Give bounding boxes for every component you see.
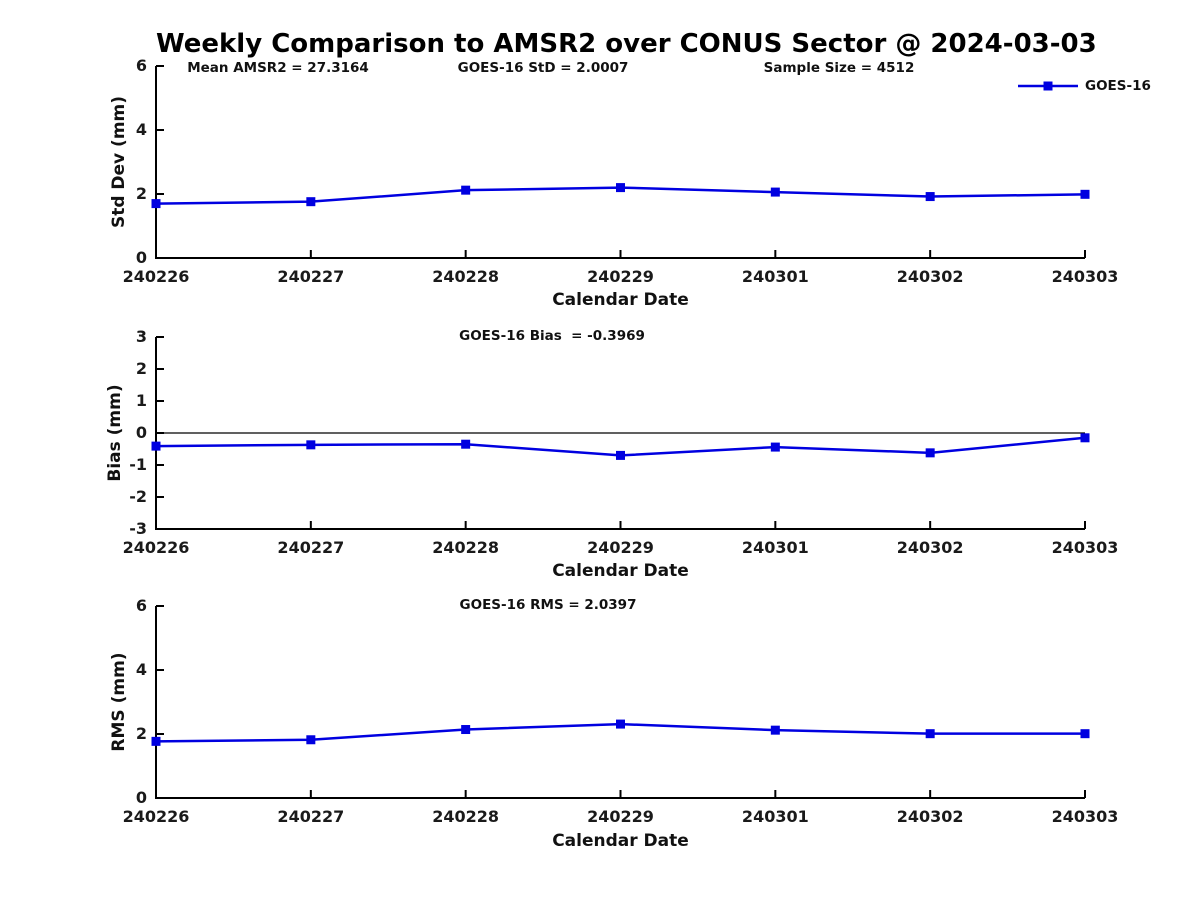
data-point-marker xyxy=(306,735,316,745)
annotation-goes16-rms: GOES-16 RMS = 2.0397 xyxy=(459,597,637,613)
annotation-goes16-std: GOES-16 StD = 2.0007 xyxy=(457,60,629,76)
x-tick-label: 240301 xyxy=(741,538,809,557)
data-point-marker xyxy=(151,441,161,451)
y-tick-label: 1 xyxy=(135,391,147,410)
x-tick-label: 240229 xyxy=(587,267,654,286)
legend-marker xyxy=(1043,81,1053,91)
data-point-marker xyxy=(151,736,161,746)
y-axis-label-rms: RMS (mm) xyxy=(109,652,129,752)
x-tick-label: 240227 xyxy=(277,807,345,826)
y-axis-label-stddev: Std Dev (mm) xyxy=(109,95,129,229)
x-tick-label: 240228 xyxy=(432,807,500,826)
data-point-marker xyxy=(306,440,316,450)
x-tick-label: 240227 xyxy=(277,267,345,286)
x-tick-label: 240228 xyxy=(432,538,500,557)
data-point-marker xyxy=(1080,433,1090,443)
y-tick-label: 6 xyxy=(135,596,147,615)
data-point-marker xyxy=(616,450,625,460)
x-tick-label: 240226 xyxy=(122,807,190,826)
data-point-marker xyxy=(616,183,625,193)
x-tick-label: 240303 xyxy=(1051,807,1119,826)
data-point-marker xyxy=(770,442,780,452)
y-tick-label: 0 xyxy=(135,248,147,267)
x-tick-label: 240302 xyxy=(896,538,964,557)
y-tick-label: 0 xyxy=(135,788,147,807)
data-point-marker xyxy=(925,729,935,739)
x-tick-label: 240301 xyxy=(741,807,809,826)
y-tick-label: 3 xyxy=(135,327,147,346)
x-axis-label-stddev: Calendar Date xyxy=(552,290,689,310)
y-tick-label: -2 xyxy=(129,487,147,506)
x-tick-label: 240302 xyxy=(896,807,964,826)
data-point-marker xyxy=(770,187,780,197)
data-point-marker xyxy=(461,725,471,735)
x-tick-label: 240229 xyxy=(587,538,654,557)
y-tick-label: -3 xyxy=(129,519,147,538)
x-tick-label: 240303 xyxy=(1051,267,1119,286)
data-point-marker xyxy=(1080,189,1090,199)
data-point-marker xyxy=(461,439,471,449)
data-point-marker xyxy=(925,192,935,202)
figure-title: Weekly Comparison to AMSR2 over CONUS Se… xyxy=(156,29,1097,59)
legend-label: GOES-16 xyxy=(1085,78,1151,94)
y-tick-label: 6 xyxy=(135,56,147,75)
y-tick-label: -1 xyxy=(129,455,147,474)
data-point-marker xyxy=(616,719,625,729)
x-tick-label: 240229 xyxy=(587,807,654,826)
y-tick-label: 2 xyxy=(135,359,147,378)
x-axis-label-bias: Calendar Date xyxy=(552,561,689,581)
x-tick-label: 240227 xyxy=(277,538,345,557)
y-tick-label: 0 xyxy=(135,423,147,442)
y-tick-label: 2 xyxy=(135,184,147,203)
y-tick-label: 4 xyxy=(135,660,147,679)
annotation-sample-size: Sample Size = 4512 xyxy=(763,60,915,76)
annotation-goes16-bias: GOES-16 Bias = -0.3969 xyxy=(459,328,645,344)
data-point-marker xyxy=(461,185,471,195)
x-tick-label: 240302 xyxy=(896,267,964,286)
data-point-marker xyxy=(306,197,316,207)
data-point-marker xyxy=(1080,729,1090,739)
annotation-mean-amsr2: Mean AMSR2 = 27.3164 xyxy=(187,60,369,76)
data-point-marker xyxy=(770,725,780,735)
y-tick-label: 4 xyxy=(135,120,147,139)
x-axis-label-rms: Calendar Date xyxy=(552,831,689,851)
y-tick-label: 2 xyxy=(135,724,147,743)
data-point-marker xyxy=(925,448,935,458)
x-tick-label: 240303 xyxy=(1051,538,1119,557)
x-tick-label: 240301 xyxy=(741,267,809,286)
data-point-marker xyxy=(151,199,161,209)
x-tick-label: 240226 xyxy=(122,267,190,286)
x-tick-label: 240228 xyxy=(432,267,500,286)
x-tick-label: 240226 xyxy=(122,538,190,557)
